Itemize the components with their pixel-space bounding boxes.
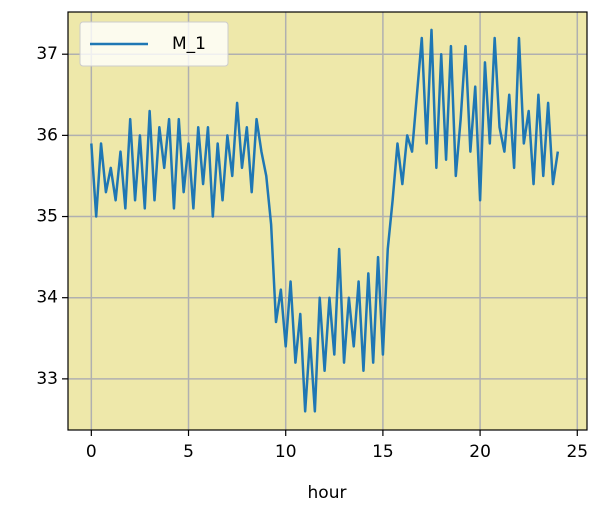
legend-label: M_1 [172,34,206,54]
y-tick-label: 36 [36,125,58,145]
y-tick-label: 33 [36,369,58,389]
line [90,28,560,413]
plot-frame [67,11,588,431]
y-tick-label: 34 [36,288,58,308]
y-tick-label: 35 [36,207,58,227]
legend-box [79,21,229,67]
x-tick-label: 25 [566,442,588,462]
plot-background [68,12,587,430]
y-tick-label: 37 [36,44,58,64]
x-axis-label: hour [308,483,347,503]
x-tick-label: 10 [275,442,297,462]
x-tick-label: 15 [372,442,394,462]
x-tick-label: 5 [183,442,194,462]
x-tick-label: 0 [86,442,97,462]
x-tick-label: 20 [469,442,491,462]
